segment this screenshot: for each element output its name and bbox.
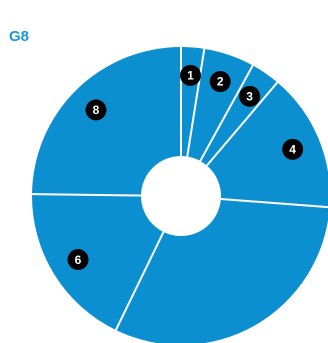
- slice-badge-6: 6: [67, 249, 89, 271]
- slices-group: [31, 46, 328, 343]
- badges-group: 1 2 3 4 6 8: [67, 64, 304, 271]
- badge-label: 4: [289, 143, 296, 157]
- badge-label: 6: [75, 253, 82, 267]
- slice-separator: [186, 48, 206, 157]
- slice-separator: [220, 198, 328, 209]
- badge-label: 8: [93, 103, 100, 117]
- slice-separator: [31, 193, 142, 197]
- separators-group: [31, 47, 328, 331]
- slice-separator: [199, 64, 254, 162]
- badge-circle: [239, 85, 261, 107]
- slice-8: [32, 47, 182, 196]
- badge-label: 1: [187, 69, 194, 83]
- slice-badge-4: 4: [282, 138, 304, 160]
- badge-circle: [85, 99, 107, 121]
- badge-circle: [209, 71, 231, 93]
- donut-hole: [141, 156, 221, 236]
- slice-separator: [206, 81, 279, 167]
- slice-6: [31, 194, 182, 331]
- badge-label: 2: [217, 75, 224, 89]
- slice-4: [181, 82, 328, 208]
- chart-title: G8: [9, 28, 30, 45]
- badge-circle: [67, 249, 89, 271]
- slice-separator: [114, 231, 165, 331]
- slice-badge-3: 3: [239, 85, 261, 107]
- badge-label: 3: [246, 90, 253, 104]
- badge-circle: [282, 138, 304, 160]
- slice-badge-2: 2: [209, 71, 231, 93]
- slice-badge-1: 1: [179, 64, 201, 86]
- slice-badge-8: 8: [85, 99, 107, 121]
- badge-circle: [179, 64, 201, 86]
